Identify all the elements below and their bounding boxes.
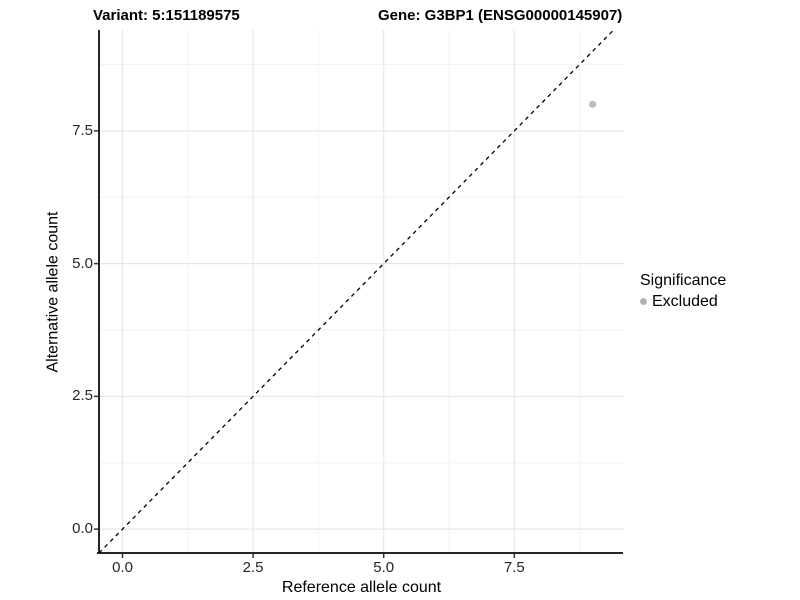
y-tick-label-1: 5.0: [72, 254, 93, 272]
x-tick-label-3: 7.5: [503, 559, 525, 576]
x-axis-title: Reference allele count: [281, 579, 442, 596]
legend: Significance Excluded: [640, 271, 726, 311]
gridlines-major: [99, 30, 624, 553]
y-tick-label-0: 7.5: [72, 121, 93, 139]
data-point-excluded: [589, 100, 597, 108]
gridlines-minor: [99, 30, 624, 553]
x-tick-label-1: 2.5: [242, 559, 264, 576]
x-tick-label-2: 5.0: [373, 559, 395, 576]
axis-lines: [97, 30, 623, 554]
plot-title-variant: Variant: 5:151189575: [93, 7, 240, 24]
y-tick-label-3: 0.0: [72, 520, 93, 538]
x-tick-label-0: 0.0: [112, 559, 133, 576]
legend-point-icon: [640, 298, 647, 305]
legend-title: Significance: [640, 272, 727, 289]
legend-entry-excluded: Excluded: [640, 292, 726, 311]
legend-entry-label: Excluded: [652, 293, 718, 310]
y-axis-title: Alternative allele count: [44, 211, 62, 372]
plot-title-gene: Gene: G3BP1 (ENSG00000145907): [378, 7, 623, 24]
identity-line: [98, 29, 615, 554]
y-tick-label-2: 2.5: [72, 387, 93, 405]
